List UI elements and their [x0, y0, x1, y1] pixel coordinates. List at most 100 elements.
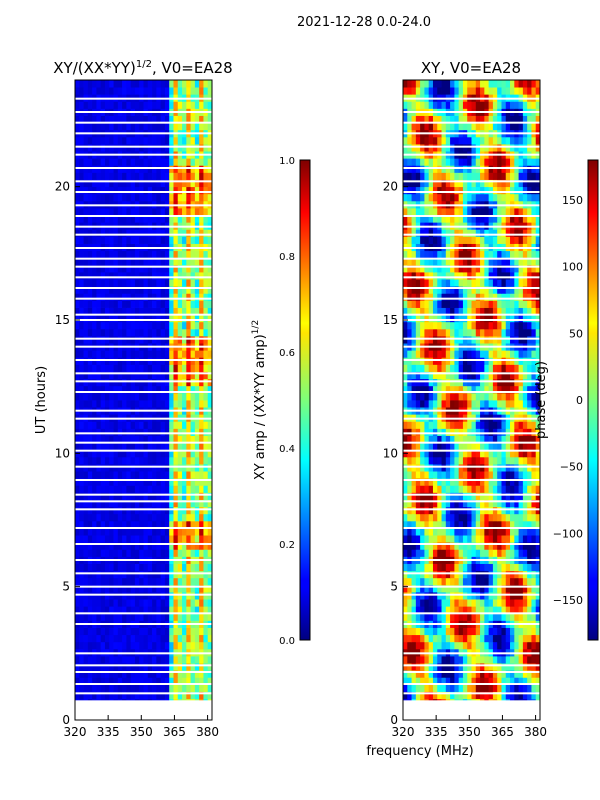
- flag-gap-line: [403, 180, 540, 183]
- colorbar-tick-label: 0.8: [279, 252, 295, 263]
- flag-gap-line: [75, 247, 212, 249]
- flag-gap-line: [75, 337, 212, 340]
- flag-gap-line: [403, 265, 540, 268]
- flag-gap-line: [403, 572, 540, 575]
- flag-gap-line: [75, 297, 212, 300]
- flag-gap-line: [75, 559, 212, 561]
- flag-gap-line: [75, 380, 212, 383]
- flag-gap-line: [75, 132, 212, 135]
- y-tick-label: 5: [62, 580, 70, 594]
- flag-gap-line: [75, 167, 212, 169]
- flag-gap-line: [403, 287, 540, 289]
- shared-xlabel: frequency (MHz): [366, 744, 473, 759]
- flag-gap-line: [403, 191, 540, 193]
- y-tick-label: 20: [383, 180, 398, 194]
- flag-gap-line: [75, 180, 212, 183]
- flag-gap-line: [75, 683, 212, 685]
- flag-gap-line: [75, 215, 212, 217]
- flag-gap-line: [403, 585, 540, 588]
- flag-gap-line: [403, 121, 540, 124]
- y-tick-label: 15: [383, 313, 398, 327]
- flag-gap-line: [403, 612, 540, 615]
- flag-gap-line: [75, 623, 212, 625]
- flag-gap-line: [403, 527, 540, 529]
- flag-gap-line: [403, 380, 540, 383]
- flag-gap-line: [403, 337, 540, 340]
- x-tick-label: 320: [64, 725, 87, 739]
- flag-gap-line: [75, 417, 212, 420]
- amp-panel: XY/(XX*YY)1/2, V0=EA28 320 335 350 365 380 0…: [34, 59, 233, 739]
- amp-ylabel: UT (hours): [34, 366, 49, 434]
- phase-flag-gaps: [403, 97, 540, 703]
- flag-gap-line: [75, 345, 212, 348]
- amp-title-main: XY/(XX*YY): [53, 59, 136, 77]
- flag-gap-line: [75, 493, 212, 496]
- y-tick-label: 0: [62, 713, 70, 727]
- amp-colorbar-gradient: [299, 159, 311, 641]
- phase-panel: XY, V0=EA28 320 335 350 365 380 0 5 10 15 20: [383, 59, 547, 739]
- amp-plot-frame: [74, 79, 213, 721]
- flag-gap-line: [403, 111, 540, 113]
- x-tick-label: 335: [425, 725, 448, 739]
- colorbar-tick-label: −50: [560, 461, 583, 474]
- flag-gap-line: [75, 372, 212, 375]
- amp-flag-gaps: [75, 97, 212, 703]
- flag-gap-line: [403, 233, 540, 236]
- flag-gap-line: [403, 500, 540, 503]
- flag-gap-line: [75, 97, 212, 100]
- flag-gap-line: [403, 145, 540, 148]
- flag-gap-line: [403, 313, 540, 316]
- flag-gap-line: [403, 441, 540, 444]
- flag-gap-line: [403, 215, 540, 217]
- flag-gap-line: [403, 493, 540, 496]
- flag-gap-line: [403, 432, 540, 435]
- flag-gap-line: [403, 225, 540, 228]
- flag-gap-line: [75, 449, 212, 452]
- flag-gap-line: [75, 359, 212, 361]
- flag-gap-line: [75, 121, 212, 124]
- flag-gap-line: [75, 276, 212, 279]
- y-tick-label: 20: [55, 180, 70, 194]
- flag-gap-line: [403, 683, 540, 685]
- flag-gap-line: [403, 593, 540, 596]
- colorbar-tick-label: 0.0: [279, 636, 295, 647]
- flag-gap-line: [403, 559, 540, 561]
- flag-gap-line: [75, 500, 212, 503]
- flag-gap-line: [75, 652, 212, 655]
- phase-colorbar-gradient: [587, 159, 599, 641]
- colorbar-tick-label: 100: [562, 261, 583, 274]
- x-tick-label: 335: [97, 725, 120, 739]
- colorbar-tick-label: 1.0: [279, 156, 295, 167]
- flag-gap-line: [75, 508, 212, 511]
- flag-gap-line: [403, 449, 540, 452]
- flag-gap-line: [403, 543, 540, 545]
- amp-x-ticks: 320 335 350 365 380: [64, 715, 219, 739]
- flag-gap-line: [75, 612, 212, 615]
- colorbar-tick-label: 0.6: [279, 348, 295, 359]
- x-tick-label: 380: [196, 725, 219, 739]
- flag-gap-line: [403, 345, 540, 348]
- flag-gap-line: [403, 132, 540, 135]
- y-tick-label: 5: [390, 580, 398, 594]
- flag-gap-line: [75, 313, 212, 316]
- flag-gap-line: [75, 572, 212, 575]
- flag-gap-line: [75, 409, 212, 412]
- flag-gap-line: [403, 479, 540, 481]
- colorbar-tick-label: −100: [553, 527, 583, 540]
- flag-gap-line: [75, 465, 212, 468]
- flag-gap-line: [403, 372, 540, 375]
- colorbar-tick-label: 0.2: [279, 540, 295, 551]
- x-tick-label: 320: [392, 725, 415, 739]
- phase-colorbar-label: phase (deg): [534, 361, 549, 439]
- flag-gap-line: [403, 700, 540, 703]
- amp-cbar-label-main: XY amp / (XX*YY amp): [253, 334, 268, 480]
- flag-gap-line: [75, 700, 212, 703]
- flag-gap-line: [403, 465, 540, 468]
- flag-gap-line: [75, 432, 212, 435]
- y-tick-label: 0: [390, 713, 398, 727]
- x-tick-label: 365: [491, 725, 514, 739]
- flag-gap-line: [403, 153, 540, 156]
- flag-gap-line: [403, 391, 540, 393]
- amp-title-tail: , V0=EA28: [152, 59, 233, 77]
